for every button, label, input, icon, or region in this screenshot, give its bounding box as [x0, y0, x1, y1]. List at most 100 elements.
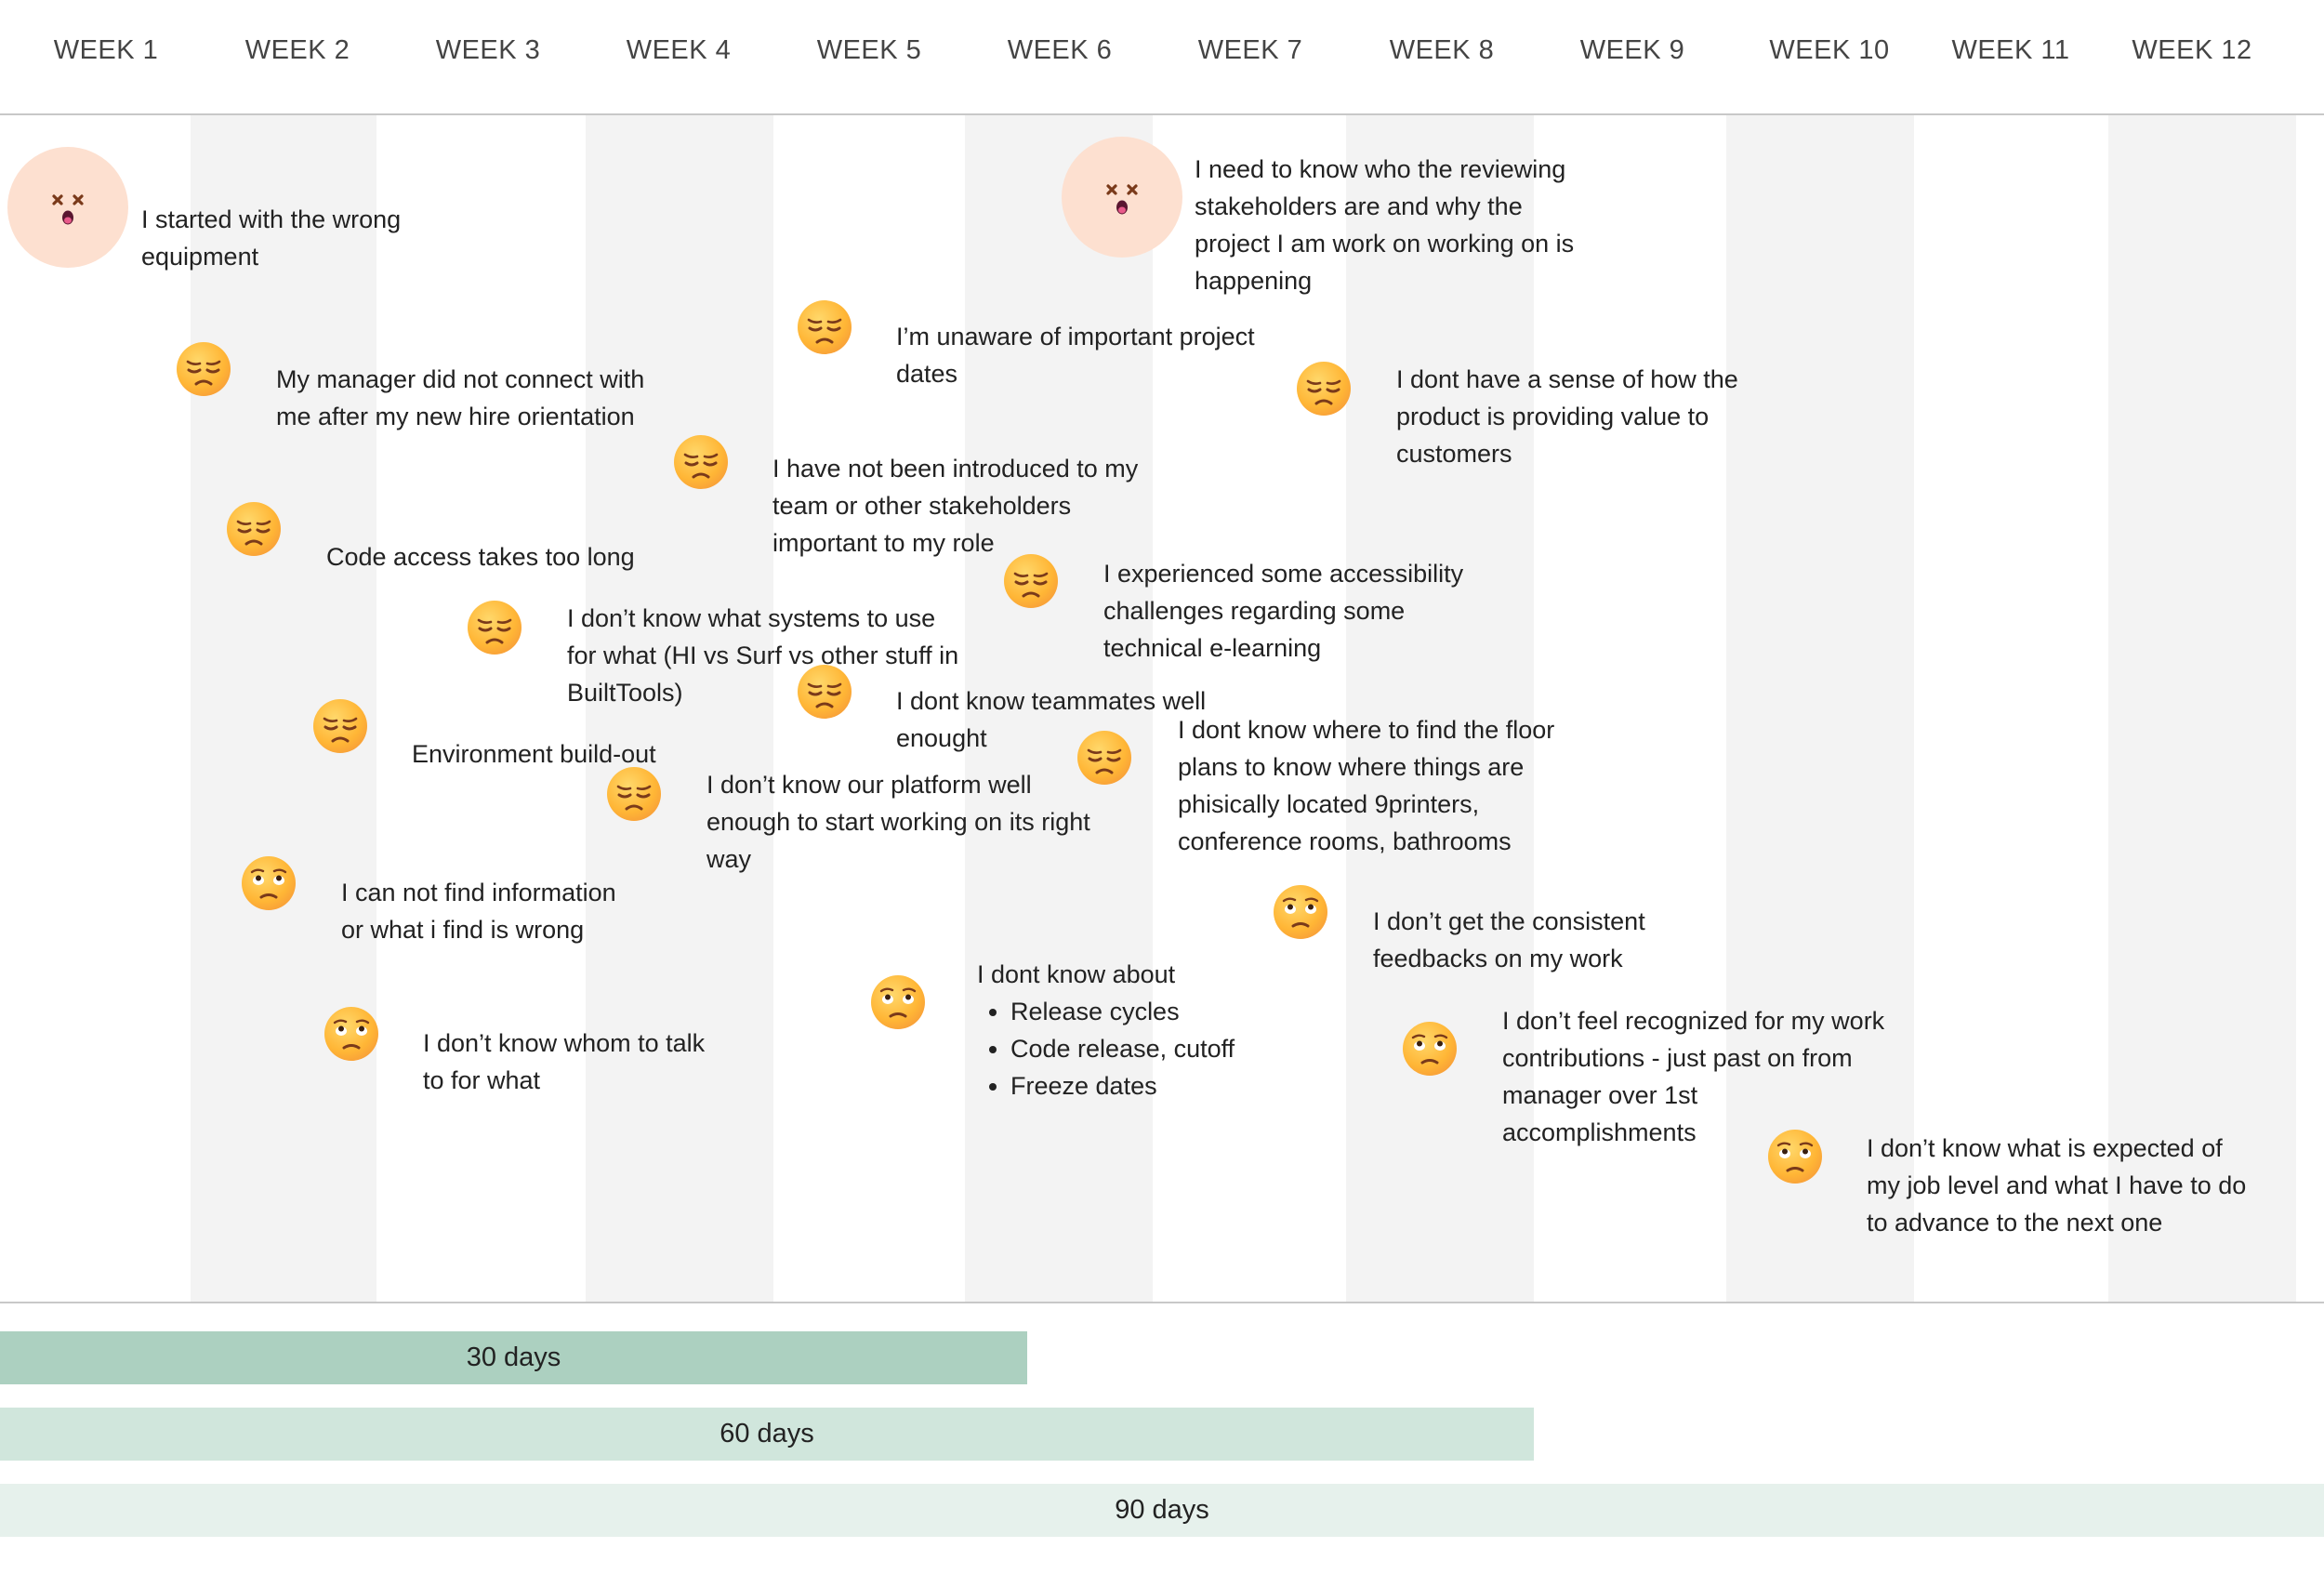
timeline-divider	[0, 1302, 2324, 1303]
pain-point-text: I’m unaware of important project dates	[896, 318, 1255, 392]
text-line: enought	[896, 724, 987, 752]
pain-point-text: I experienced some accessibility challeng…	[1103, 555, 1463, 667]
sad-face-icon	[1077, 731, 1131, 785]
pain-point-text: I don’t get the consistent feedbacks on m…	[1373, 903, 1645, 977]
text-line: I can not find information	[341, 879, 616, 906]
milestone-label: 60 days	[720, 1419, 814, 1448]
week-label-12: WEEK 12	[2132, 35, 2252, 65]
milestone-label: 90 days	[1115, 1495, 1209, 1525]
pain-point-text: I don’t know whom to talk to for what	[423, 1025, 705, 1099]
pain-point-text: My manager did not connect with me after …	[276, 361, 644, 435]
text-line: equipment	[141, 243, 259, 271]
eye-roll-face-icon	[1274, 885, 1327, 939]
text-line: I started with the wrong	[141, 205, 402, 233]
text-line: Environment build-out	[412, 740, 656, 768]
text-line: phisically located 9printers,	[1178, 790, 1480, 818]
week-label-5: WEEK 5	[816, 35, 922, 65]
milestone-label: 30 days	[466, 1343, 561, 1372]
text-line: technical e-learning	[1103, 634, 1322, 662]
text-line: Code access takes too long	[326, 543, 635, 571]
text-line: for what (HI vs Surf vs other stuff in	[567, 642, 959, 669]
text-line: I don’t get the consistent	[1373, 907, 1645, 935]
pain-point-text: I need to know who the reviewing stakehol…	[1195, 151, 1574, 299]
week-label-10: WEEK 10	[1769, 35, 1890, 65]
text-line: my job level and what I have to do	[1867, 1171, 2247, 1199]
column-stripe	[965, 115, 1153, 1302]
bullet-item: Release cycles	[1010, 993, 1235, 1030]
text-line: product is providing value to	[1396, 403, 1710, 430]
pain-point-text: I don’t know what is expected of my job l…	[1867, 1130, 2246, 1241]
sad-face-icon	[798, 300, 852, 354]
pain-point-text: I have not been introduced to my team or …	[772, 450, 1138, 562]
pain-point-text: Code access takes too long	[326, 538, 635, 575]
text-line: customers	[1396, 440, 1512, 468]
text-line: I need to know who the reviewing	[1195, 155, 1566, 183]
text-line: feedbacks on my work	[1373, 945, 1623, 972]
text-line: contributions - just past on from	[1502, 1044, 1853, 1072]
text-line: to advance to the next one	[1867, 1209, 2163, 1237]
text-line: or what i find is wrong	[341, 916, 585, 944]
sad-face-icon	[177, 342, 231, 396]
text-line: I dont know where to find the floor	[1178, 716, 1555, 744]
highlight-halo	[1062, 137, 1182, 258]
text-line: enough to start working on its right	[706, 808, 1090, 836]
sad-face-icon	[227, 502, 281, 556]
bullet-list: Release cyclesCode release, cutoffFreeze…	[977, 993, 1235, 1104]
week-label-1: WEEK 1	[53, 35, 159, 65]
week-label-9: WEEK 9	[1579, 35, 1685, 65]
week-label-4: WEEK 4	[626, 35, 732, 65]
milestone-bar-3: 90 days	[0, 1484, 2324, 1537]
pain-point-text: I don’t feel recognized for my work contr…	[1502, 1002, 1884, 1151]
text-line: I dont have a sense of how the	[1396, 365, 1738, 393]
text-line: conference rooms, bathrooms	[1178, 827, 1512, 855]
text-line: project I am work on working on is	[1195, 230, 1575, 258]
week-label-11: WEEK 11	[1951, 35, 2070, 65]
pain-point-text: Environment build-out	[412, 735, 656, 773]
pain-point-text: I dont know teammates well enought	[896, 682, 1206, 757]
sad-face-icon	[674, 435, 728, 489]
highlight-halo	[7, 147, 128, 268]
text-line: team or other stakeholders	[772, 492, 1072, 520]
text-line: BuiltTools)	[567, 679, 683, 707]
column-stripe	[1726, 115, 1914, 1302]
milestone-bar-1: 30 days	[0, 1331, 1027, 1384]
sad-face-icon	[607, 767, 661, 821]
sad-face-icon	[1297, 362, 1351, 416]
text-line: I don’t know what systems to use	[567, 604, 936, 632]
milestone-bar-2: 60 days	[0, 1408, 1534, 1461]
column-stripe	[2108, 115, 2296, 1302]
text-line: to for what	[423, 1066, 541, 1094]
text-line: manager over 1st	[1502, 1081, 1698, 1109]
text-line: My manager did not connect with	[276, 365, 645, 393]
sad-face-icon	[468, 601, 522, 655]
eye-roll-face-icon	[1403, 1022, 1457, 1076]
text-line: I don’t know our platform well	[706, 771, 1032, 799]
text-line: I don’t know what is expected of	[1867, 1134, 2223, 1162]
sad-face-icon	[313, 699, 367, 753]
eye-roll-face-icon	[871, 975, 925, 1029]
week-label-8: WEEK 8	[1389, 35, 1495, 65]
eye-roll-face-icon	[242, 856, 296, 910]
sad-face-icon	[1004, 554, 1058, 608]
eye-roll-face-icon	[324, 1007, 378, 1061]
pain-point-text: I dont know where to find the floor plans…	[1178, 711, 1554, 860]
bullet-item: Code release, cutoff	[1010, 1030, 1235, 1067]
column-stripe	[1346, 115, 1534, 1302]
dizzy-face-icon	[7, 147, 128, 268]
dizzy-face-icon	[1062, 137, 1182, 258]
bullet-item: Freeze dates	[1010, 1067, 1235, 1104]
text-line: I don’t feel recognized for my work	[1502, 1007, 1885, 1035]
pain-point-text: I can not find information or what i find…	[341, 874, 616, 948]
text-line: I dont know teammates well	[896, 687, 1207, 715]
week-label-2: WEEK 2	[244, 35, 350, 65]
week-label-3: WEEK 3	[435, 35, 541, 65]
text-line: accomplishments	[1502, 1118, 1697, 1146]
pain-point-text: I don’t know our platform well enough to …	[706, 766, 1090, 878]
text-line: I’m unaware of important project	[896, 323, 1255, 351]
eye-roll-face-icon	[1768, 1130, 1822, 1184]
text-line: I have not been introduced to my	[772, 455, 1139, 483]
pain-point-text: I dont know about Release cyclesCode rele…	[977, 956, 1235, 1104]
text-line: dates	[896, 360, 958, 388]
text-line: stakeholders are and why the	[1195, 192, 1523, 220]
text-line: I don’t know whom to talk	[423, 1029, 706, 1057]
